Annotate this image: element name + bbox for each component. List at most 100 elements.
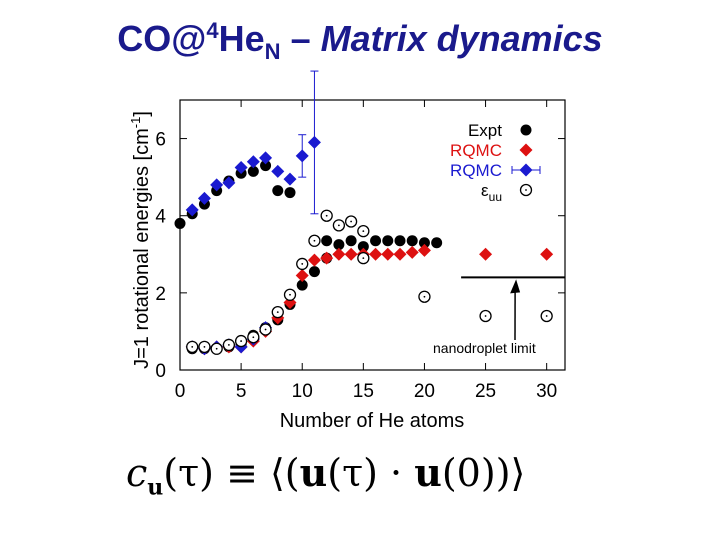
formula-u-zero: u: [414, 450, 442, 495]
annotation-arrowhead: [510, 279, 521, 294]
open-circle-dot: [313, 239, 316, 242]
x-tick-label: 30: [536, 381, 557, 402]
series-3: [186, 209, 553, 355]
legend-label: RQMC: [450, 161, 502, 180]
formula-arg-zero: (0): [441, 451, 496, 495]
open-circle-dot: [484, 315, 487, 317]
data-point: [246, 155, 260, 169]
series-2: [185, 70, 321, 356]
formula-c: c: [126, 451, 148, 495]
legend-label: Expt: [468, 121, 502, 140]
legend-marker: [519, 163, 533, 177]
open-circle-dot: [276, 311, 279, 314]
data-point: [357, 224, 370, 238]
data-point: [333, 239, 345, 251]
open-circle-dot: [362, 230, 365, 233]
data-point: [382, 235, 394, 247]
formula-lhs-arg: (τ): [163, 451, 214, 495]
open-circle-dot: [325, 214, 328, 217]
data-point: [234, 161, 248, 174]
data-point: [185, 203, 199, 217]
data-point: [344, 215, 358, 228]
legend-label: εuu: [481, 181, 502, 204]
data-point: [332, 219, 346, 232]
data-point: [198, 340, 211, 354]
data-point: [247, 331, 260, 344]
data-point: [222, 176, 236, 190]
legend-marker: [519, 183, 533, 197]
y-tick-label: 6: [155, 130, 166, 151]
open-circle-dot: [423, 295, 426, 298]
data-point: [345, 235, 357, 247]
open-circle-dot: [252, 336, 255, 339]
open-circle-dot: [337, 224, 340, 227]
data-point: [259, 323, 272, 336]
data-point: [284, 187, 296, 199]
data-point: [393, 247, 407, 261]
y-tick-label: 0: [155, 361, 166, 382]
open-circle-dot: [264, 328, 267, 331]
data-point: [234, 334, 248, 348]
open-circle-dot: [525, 189, 527, 191]
data-point: [320, 251, 334, 265]
formula-equiv: ≡: [213, 451, 270, 495]
data-point: [417, 243, 431, 257]
open-circle-dot: [301, 263, 304, 265]
data-point: [296, 279, 308, 291]
x-tick-label: 25: [475, 381, 496, 402]
data-point: [405, 245, 419, 259]
series-1: [185, 243, 554, 356]
formula-dot: ·: [377, 451, 415, 495]
x-tick-label: 20: [414, 381, 435, 402]
open-circle-dot: [289, 293, 291, 296]
data-point: [332, 247, 346, 261]
data-point: [370, 235, 382, 247]
open-circle-dot: [240, 340, 243, 342]
data-point: [210, 342, 223, 355]
title-isotope-sup: 4: [206, 18, 219, 43]
data-point: [308, 234, 321, 247]
open-circle-dot: [227, 344, 230, 346]
open-circle-dot: [350, 220, 353, 223]
data-point: [259, 151, 273, 165]
y-tick-label: 2: [155, 284, 166, 305]
formula-sub-u: u: [147, 474, 164, 501]
data-point: [271, 305, 284, 319]
x-tick-label: 0: [175, 381, 186, 402]
x-tick-label: 10: [292, 381, 313, 402]
y-tick-label: 4: [155, 207, 166, 228]
legend-marker: [519, 143, 533, 157]
data-point: [369, 247, 383, 261]
data-point: [247, 165, 259, 177]
data-point: [381, 247, 395, 261]
open-circle-dot: [203, 345, 206, 348]
data-point: [296, 257, 309, 271]
x-tick-label: 15: [353, 381, 374, 402]
data-point: [174, 217, 186, 229]
data-point: [418, 237, 430, 249]
correlation-formula: cu(τ) ≡ ⟨(u(τ) · u(0))⟩: [126, 450, 576, 501]
title-prefix: CO@: [117, 18, 207, 59]
x-axis-label: Number of He atoms: [280, 410, 465, 432]
data-point: [295, 269, 309, 282]
open-circle-dot: [545, 315, 548, 317]
data-point: [186, 340, 199, 354]
data-point: [357, 251, 370, 265]
nanodroplet-limit-label: nanodroplet limit: [433, 340, 536, 356]
legend-label: RQMC: [450, 141, 502, 160]
chart-series: [174, 70, 554, 356]
data-point: [260, 160, 272, 172]
data-point: [418, 290, 431, 303]
open-circle-dot: [215, 347, 218, 350]
formula-u-tau: u: [299, 450, 328, 495]
data-point: [431, 237, 443, 249]
data-point: [394, 235, 406, 247]
data-point: [308, 266, 320, 278]
data-point: [222, 338, 236, 352]
data-point: [283, 172, 297, 186]
data-point: [540, 247, 554, 261]
chart-axes: 0 5 10 15 20 25 30 0 2 4 6: [155, 99, 566, 402]
formula-open: ⟨(: [269, 451, 300, 495]
title-dash: –: [280, 18, 321, 59]
